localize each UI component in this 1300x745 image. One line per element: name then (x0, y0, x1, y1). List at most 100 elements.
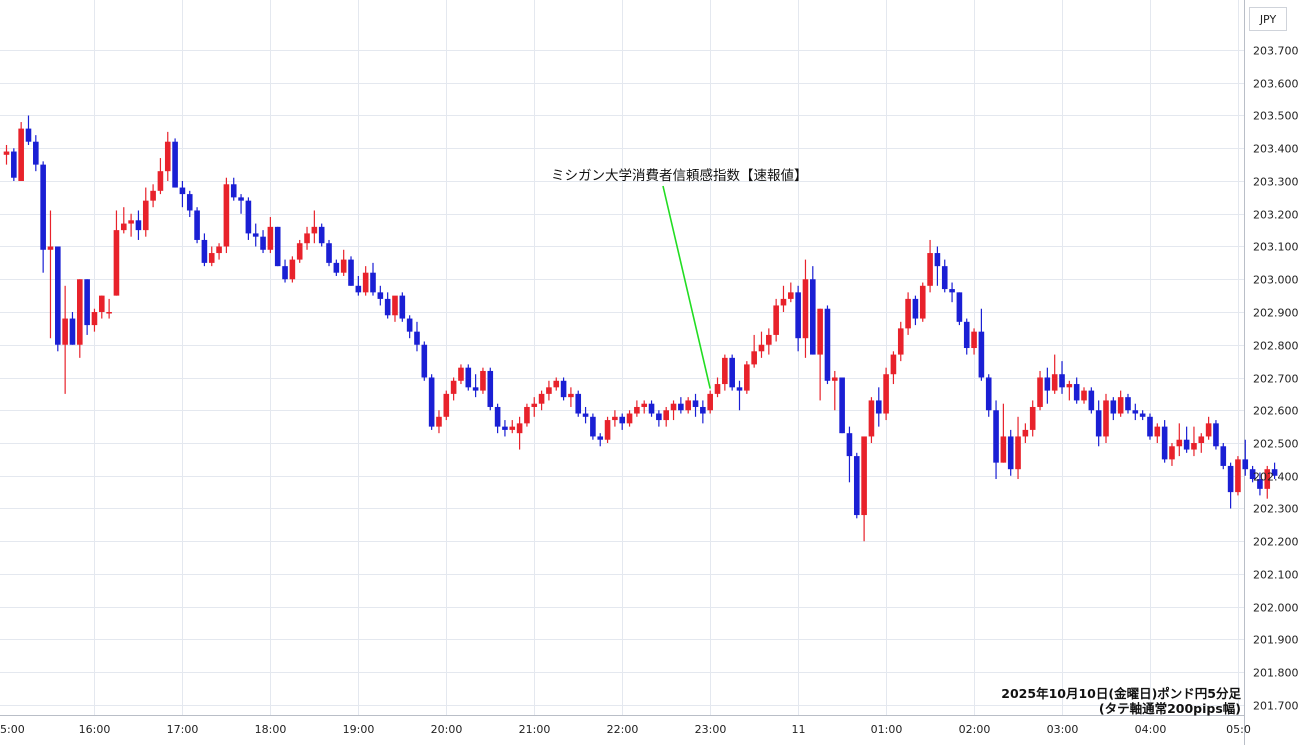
candle-body-down (729, 357, 735, 388)
candle (348, 256, 354, 286)
candle-body-up (1198, 436, 1205, 443)
candle (941, 259, 948, 293)
candle-body-up (62, 318, 68, 345)
candle (465, 364, 472, 391)
candle-body-down (692, 400, 699, 407)
candle-body-down (421, 344, 428, 378)
candle (1220, 443, 1227, 470)
candle (406, 315, 413, 339)
candle-body-down (252, 233, 259, 237)
candle (919, 282, 926, 322)
candle (1139, 410, 1146, 421)
price-tick-label: 202.000 (1253, 602, 1299, 615)
candle (604, 416, 611, 443)
candle (98, 295, 105, 319)
candle-body-up (516, 423, 523, 434)
candle-body-down (487, 370, 494, 407)
candle (670, 400, 677, 421)
candle-body-down (465, 367, 472, 388)
candle (333, 259, 340, 276)
candle (384, 292, 391, 319)
candle (135, 210, 142, 240)
time-axis-labels: 5:00 16:00 17:00 18:00 19:00 20:00 21:00 22:00 2… (0, 723, 1251, 736)
candle (1183, 426, 1190, 453)
candle-body-up (568, 393, 574, 398)
candle (1147, 413, 1153, 440)
candle-body-up (1022, 429, 1029, 437)
candle (868, 397, 875, 443)
price-tick-label: 202.900 (1253, 307, 1299, 320)
candle-body-down (201, 239, 208, 263)
price-tick-label: 203.700 (1253, 45, 1299, 58)
candle (201, 233, 208, 267)
currency-label[interactable]: JPY (1249, 7, 1287, 31)
candle-body-down (428, 377, 435, 427)
candle (91, 308, 98, 332)
candle-body-up (1000, 436, 1007, 463)
candle-body-up (1235, 459, 1241, 493)
candle-body-down (1161, 426, 1168, 460)
candle (69, 312, 76, 345)
candle (458, 364, 464, 385)
candle (1066, 380, 1073, 401)
candle-body-down (985, 377, 992, 411)
time-tick-label: 5:00 (0, 723, 25, 736)
candle-body-down (1088, 390, 1095, 411)
candle (223, 177, 230, 254)
candle-body-up (905, 298, 911, 329)
candle-body-down (875, 400, 882, 414)
candle (362, 266, 369, 296)
candle-body-up (509, 426, 516, 430)
candle (1051, 354, 1058, 394)
candle-body-up (861, 436, 867, 516)
candle-body-up (296, 243, 303, 260)
candle (1249, 465, 1256, 483)
candle-body-up (113, 230, 120, 296)
candle (120, 207, 127, 234)
candle-body-down (1073, 384, 1080, 401)
candle (274, 226, 281, 267)
candle-body-up (98, 295, 105, 312)
candle-body-up (802, 279, 809, 339)
candle-body-down (1044, 377, 1051, 391)
time-tick-label: 19:00 (343, 723, 375, 736)
candle-body-up (1191, 443, 1197, 450)
price-tick-label: 203.600 (1253, 78, 1299, 91)
candle (340, 249, 347, 276)
candle (722, 354, 728, 391)
candle (502, 420, 508, 437)
candle (1154, 423, 1161, 443)
candle (1037, 370, 1043, 411)
candle-body-up (208, 253, 215, 263)
chart-caption-title: 2025年10月10日(金曜日)ポンド円5分足 (1001, 686, 1241, 701)
candle (978, 308, 985, 381)
candle (421, 341, 428, 381)
candle-body-up (817, 308, 823, 355)
time-tick-label: 22:00 (607, 723, 639, 736)
candle (142, 187, 149, 237)
candle (905, 292, 911, 335)
candle-body-down (40, 164, 46, 250)
candle-body-down (494, 406, 501, 427)
candle-body-up (1066, 384, 1073, 388)
candle-body-down (69, 318, 76, 345)
candle-body-down (1271, 469, 1278, 476)
candle-body-up (626, 413, 633, 424)
candle-body-down (11, 151, 17, 178)
candle (751, 334, 757, 368)
candle-body-down (355, 285, 362, 293)
candle-body-up (18, 128, 24, 181)
candle-body-down (502, 426, 508, 430)
candle (575, 390, 582, 417)
candle (780, 285, 787, 312)
candle-body-down (941, 266, 948, 290)
candle-body-down (934, 253, 941, 267)
candle-body-down (230, 184, 237, 198)
time-tick-label: 04:00 (1135, 723, 1167, 736)
candle (956, 292, 963, 326)
candle (296, 239, 303, 263)
candle-body-down (326, 243, 332, 263)
candle (230, 177, 237, 201)
candle (531, 397, 538, 417)
candle (626, 410, 633, 427)
